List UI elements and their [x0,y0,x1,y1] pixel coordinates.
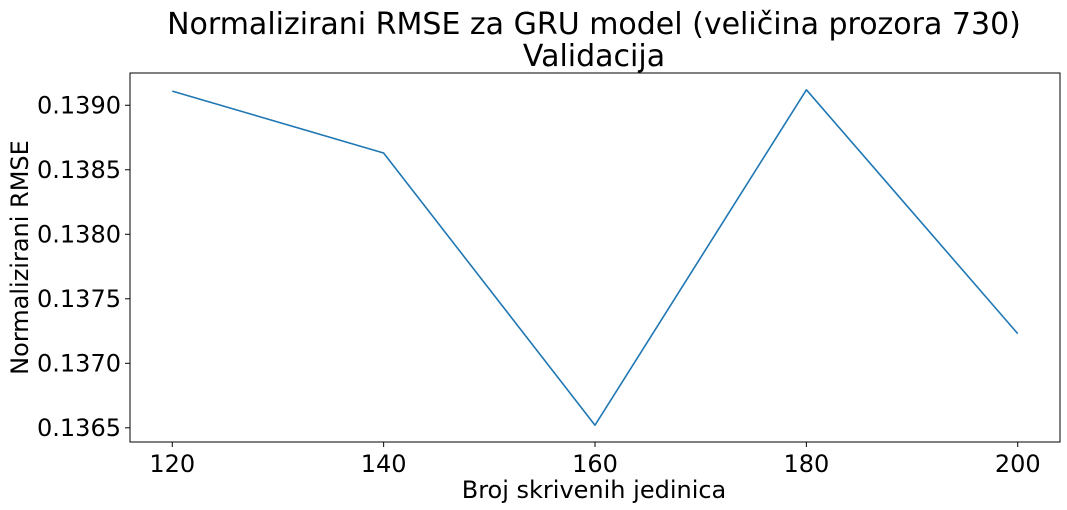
x-tick-label: 200 [995,450,1041,478]
series-line [172,89,1019,427]
y-tick-label: 0.1375 [37,285,121,313]
y-tick-label: 0.1365 [37,414,121,442]
y-axis-label: Normalizirani RMSE [6,140,34,375]
y-tick-label: 0.1385 [37,156,121,184]
x-axis-ticks: 120 140 160 180 200 [149,442,1041,478]
x-axis-label: Broj skrivenih jedinica [462,476,727,504]
y-axis-ticks: 0.1365 0.1370 0.1375 0.1380 0.1385 0.1390 [37,91,130,442]
x-tick-label: 180 [783,450,829,478]
chart-subtitle: Validacija [523,39,665,74]
y-tick-label: 0.1370 [37,349,121,377]
chart-title: Normalizirani RMSE za GRU model (veličin… [167,7,1021,42]
x-tick-label: 140 [361,450,407,478]
y-tick-label: 0.1390 [37,91,121,119]
x-tick-label: 160 [572,450,618,478]
y-tick-label: 0.1380 [37,220,121,248]
x-tick-label: 120 [149,450,195,478]
